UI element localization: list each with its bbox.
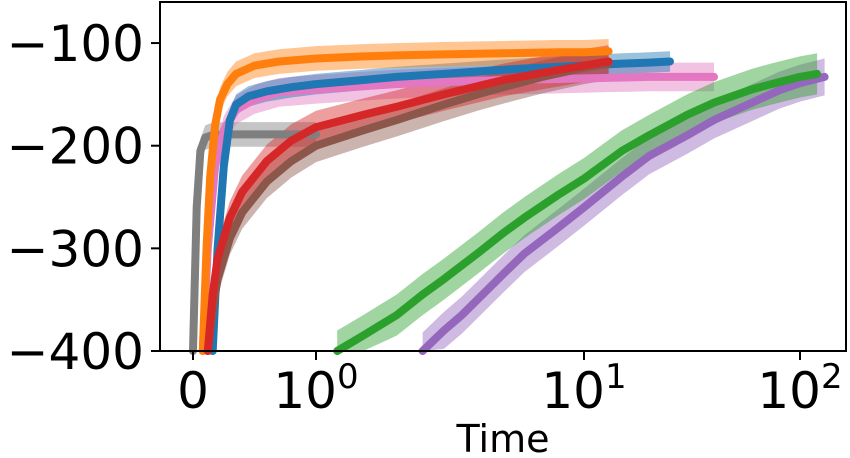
series-line-6 — [418, 72, 829, 355]
y-tick-label-3: −400 — [7, 323, 144, 381]
plot-frame — [159, 1, 847, 352]
y-tick-label-1: −200 — [7, 118, 144, 176]
x-tick-label-0: 0 — [177, 362, 209, 420]
series-line-3 — [198, 47, 613, 355]
y-axis: −100 −200 −300 −400 — [7, 15, 160, 381]
series-line-7 — [333, 69, 822, 355]
x-tick-label-3: 102 — [757, 357, 842, 420]
series-line-5 — [203, 57, 613, 355]
series-line-4 — [203, 59, 613, 355]
y-tick-label-0: −100 — [7, 15, 144, 73]
x-tick-label-2: 101 — [541, 357, 626, 420]
x-axis: 0 100 101 102 — [177, 351, 843, 420]
y-tick-label-2: −300 — [7, 220, 144, 278]
series-band-5 — [207, 45, 609, 351]
x-tick-label-1: 100 — [273, 357, 358, 420]
series-line-1 — [198, 72, 718, 355]
series-band-6 — [422, 58, 825, 351]
x-axis-title: Time — [456, 417, 550, 458]
series-lines — [189, 47, 829, 355]
